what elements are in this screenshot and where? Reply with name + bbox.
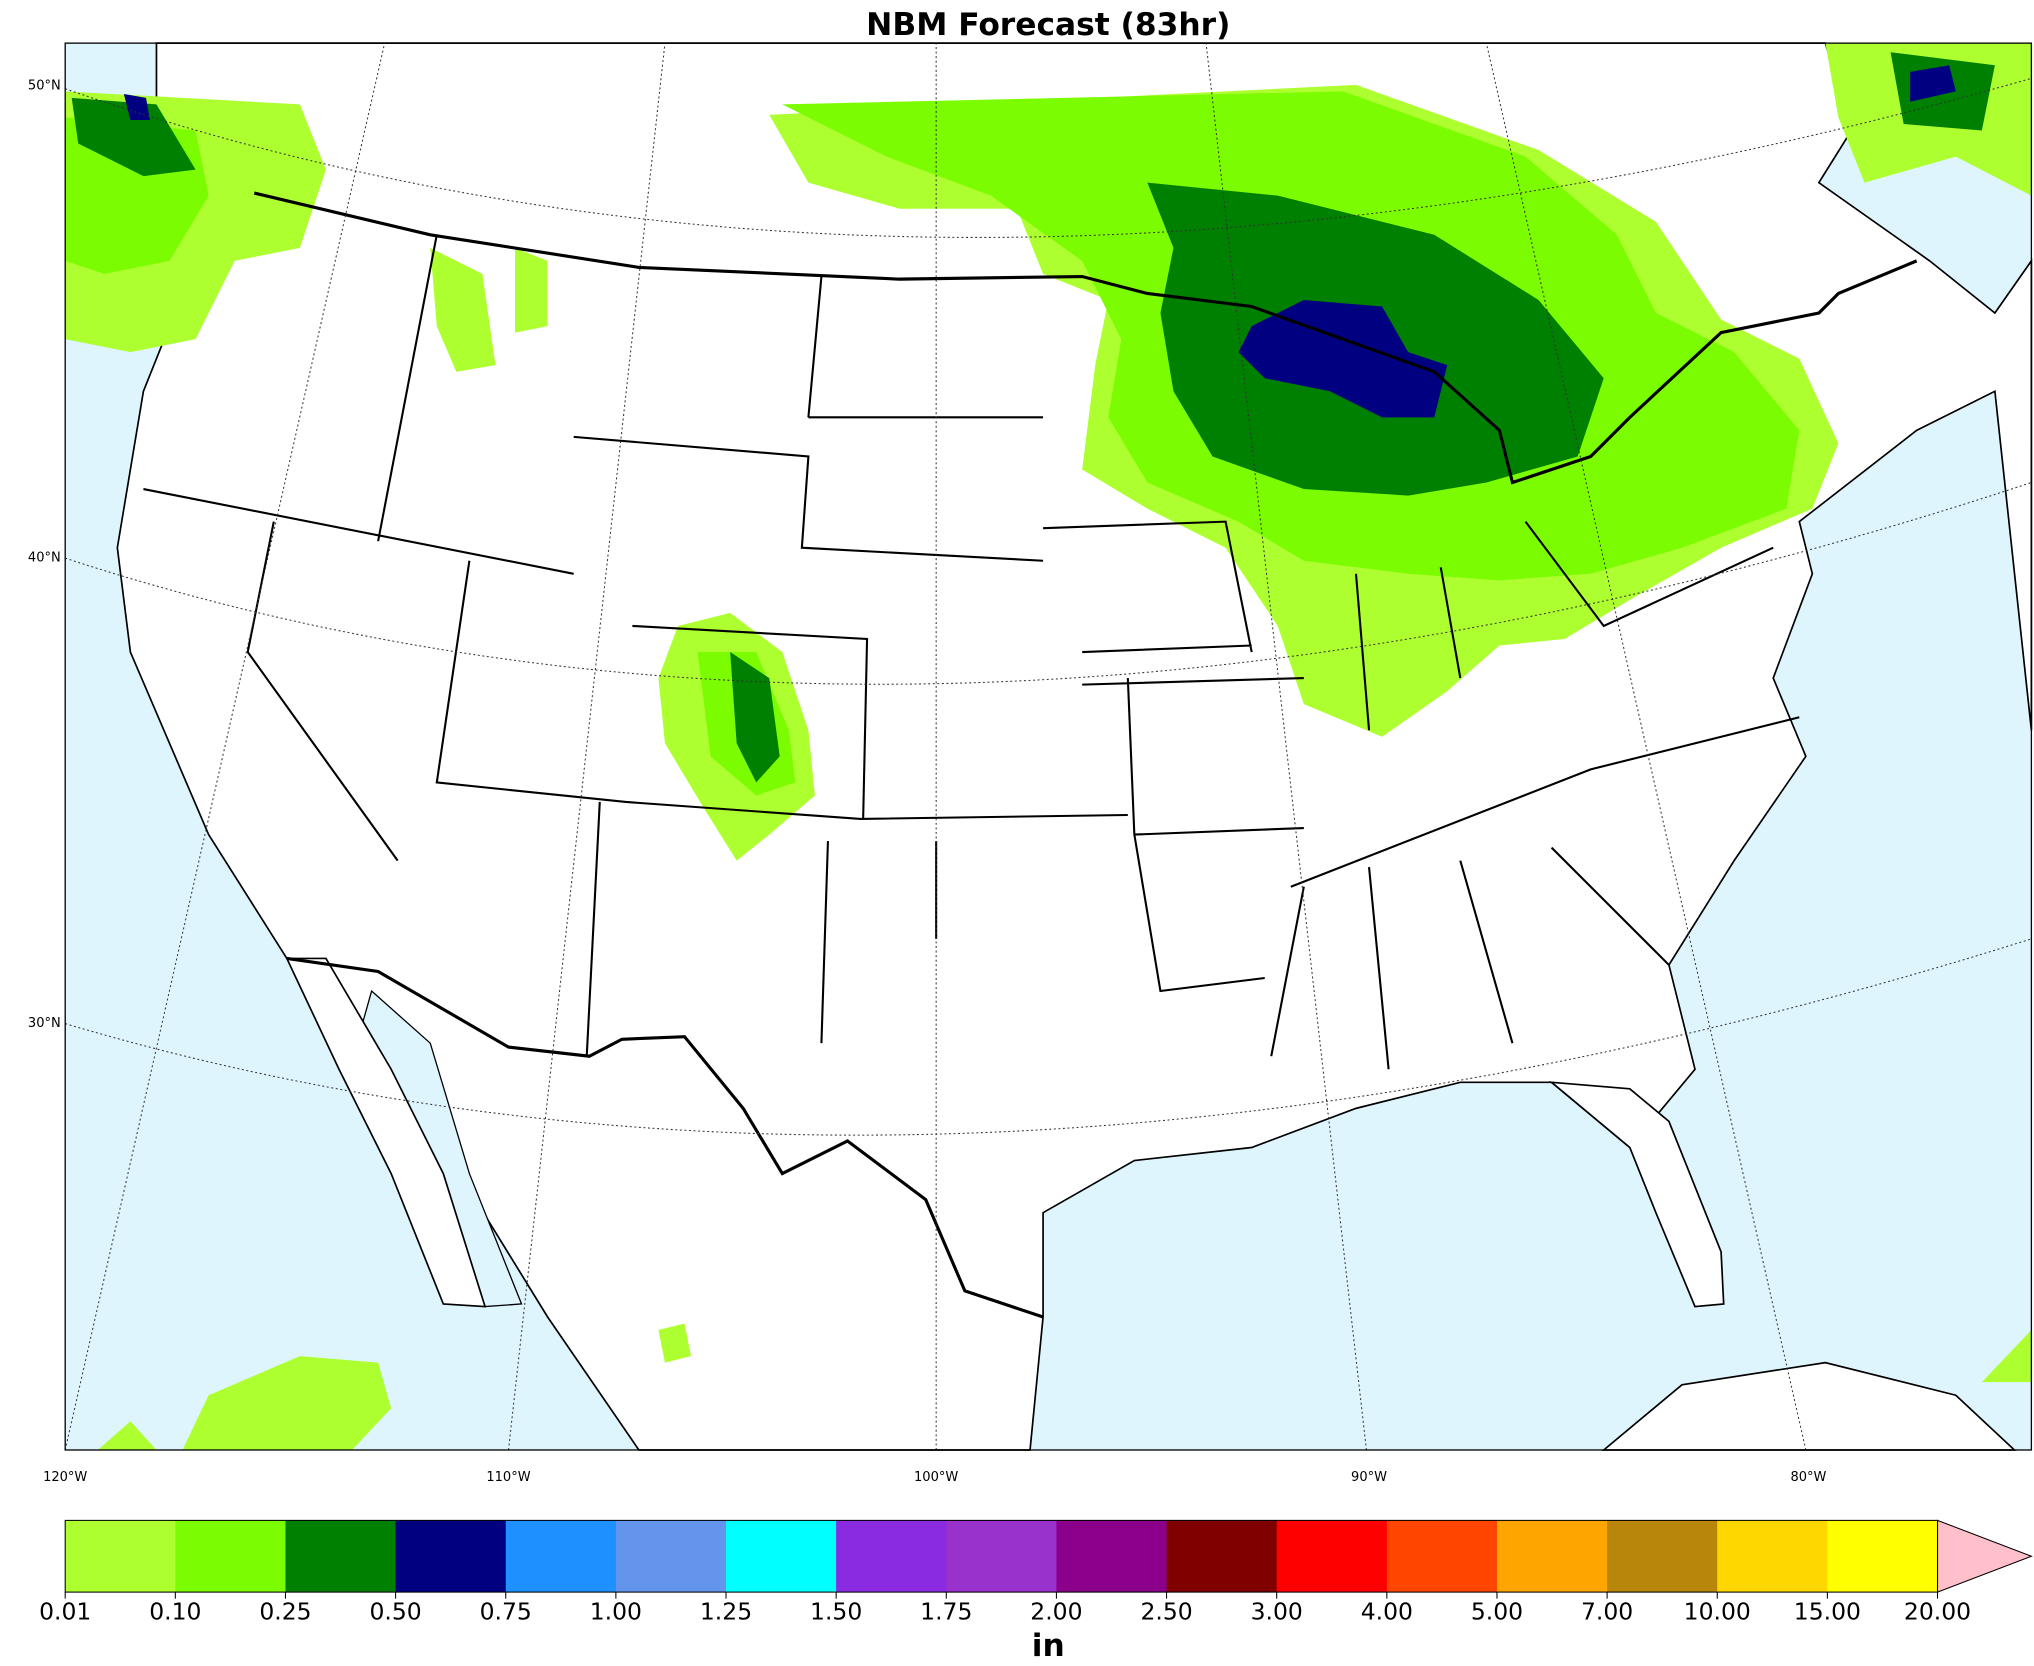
lat-label: 40°N — [28, 551, 61, 566]
lat-label: 30°N — [28, 1016, 61, 1031]
florida — [1548, 1081, 1725, 1308]
precip-west-canada — [71, 97, 196, 177]
colorbar-tick-label: 1.00 — [590, 1597, 642, 1625]
colorbar-segment — [946, 1520, 1058, 1593]
colorbar-tick-label: 4.00 — [1361, 1597, 1413, 1625]
baja — [285, 957, 487, 1308]
colorbar-tick-label: 2.00 — [1030, 1597, 1082, 1625]
colorbar-tick-label: 0.25 — [259, 1597, 311, 1625]
colorbar-segment — [285, 1520, 397, 1593]
colorbar-tick-label: 0.10 — [149, 1597, 201, 1625]
colorbar-tick-label: 5.00 — [1471, 1597, 1523, 1625]
colorbar-segment — [505, 1520, 617, 1593]
colorbar-segment — [175, 1520, 287, 1593]
colorbar-extension — [1936, 1519, 2033, 1593]
precip-mexico — [97, 1421, 157, 1450]
map-title: NBM Forecast (83hr) — [866, 7, 1230, 43]
colorbar-segment — [1386, 1520, 1498, 1593]
us-mexico-border — [286, 956, 1044, 1319]
colorbar-segment — [1166, 1520, 1278, 1593]
precip-mexico — [658, 1323, 692, 1363]
precip-idaho — [515, 247, 548, 333]
state-lines — [143, 234, 1800, 1070]
colorbar-segment — [726, 1520, 837, 1593]
colorbar-segment — [615, 1520, 727, 1593]
lon-label: 100°W — [914, 1470, 958, 1485]
precip-caribbean — [1981, 1330, 2032, 1383]
colorbar-tick-label: 2.50 — [1140, 1597, 1192, 1625]
lat-label: 50°N — [28, 79, 61, 94]
map-area — [64, 42, 2033, 1451]
colorbar-tick-label: 1.25 — [700, 1597, 752, 1625]
colorbar-segment — [1607, 1520, 1718, 1593]
colorbar-segment — [836, 1520, 947, 1593]
lon-label: 80°W — [1790, 1470, 1826, 1485]
colorbar-tick-label: 0.50 — [369, 1597, 421, 1625]
colorbar-segment — [395, 1520, 507, 1593]
colorbar-tick-label: 0.01 — [39, 1597, 91, 1625]
colorbar-tick-label: 0.75 — [480, 1597, 532, 1625]
lon-label: 90°W — [1351, 1470, 1387, 1485]
colorbar-tick-label: 7.00 — [1581, 1597, 1633, 1625]
precip-northeast — [1910, 65, 1956, 102]
colorbar-segment — [1056, 1520, 1168, 1593]
colorbar-segment — [1717, 1520, 1829, 1593]
colorbar-tick-label: 3.00 — [1251, 1597, 1303, 1625]
colorbar-tick-label: 20.00 — [1904, 1597, 1971, 1625]
lon-label: 120°W — [43, 1470, 87, 1485]
colorbar-segment — [1827, 1520, 1939, 1593]
colorbar-tick-label: 10.00 — [1684, 1597, 1751, 1625]
precip-colorado — [730, 652, 780, 783]
precip-mexico — [182, 1356, 392, 1450]
colorbar-tick-label: 15.00 — [1794, 1597, 1861, 1625]
colorbar-tick-label: 1.50 — [810, 1597, 862, 1625]
lon-label: 110°W — [486, 1470, 530, 1485]
graticule — [64, 43, 2032, 1451]
precip-idaho — [430, 247, 496, 372]
map-frame — [64, 42, 2033, 1451]
colorbar-segment — [1496, 1520, 1608, 1593]
colorbar-tick-label: 1.75 — [920, 1597, 972, 1625]
colorbar-segment — [65, 1520, 176, 1593]
colorbar-segment — [1276, 1520, 1388, 1593]
us-canada-border — [253, 191, 1918, 485]
precip-west-canada — [123, 93, 150, 121]
colorbar-label: in — [1032, 1628, 1065, 1664]
colorbar-frame — [64, 1519, 1939, 1593]
